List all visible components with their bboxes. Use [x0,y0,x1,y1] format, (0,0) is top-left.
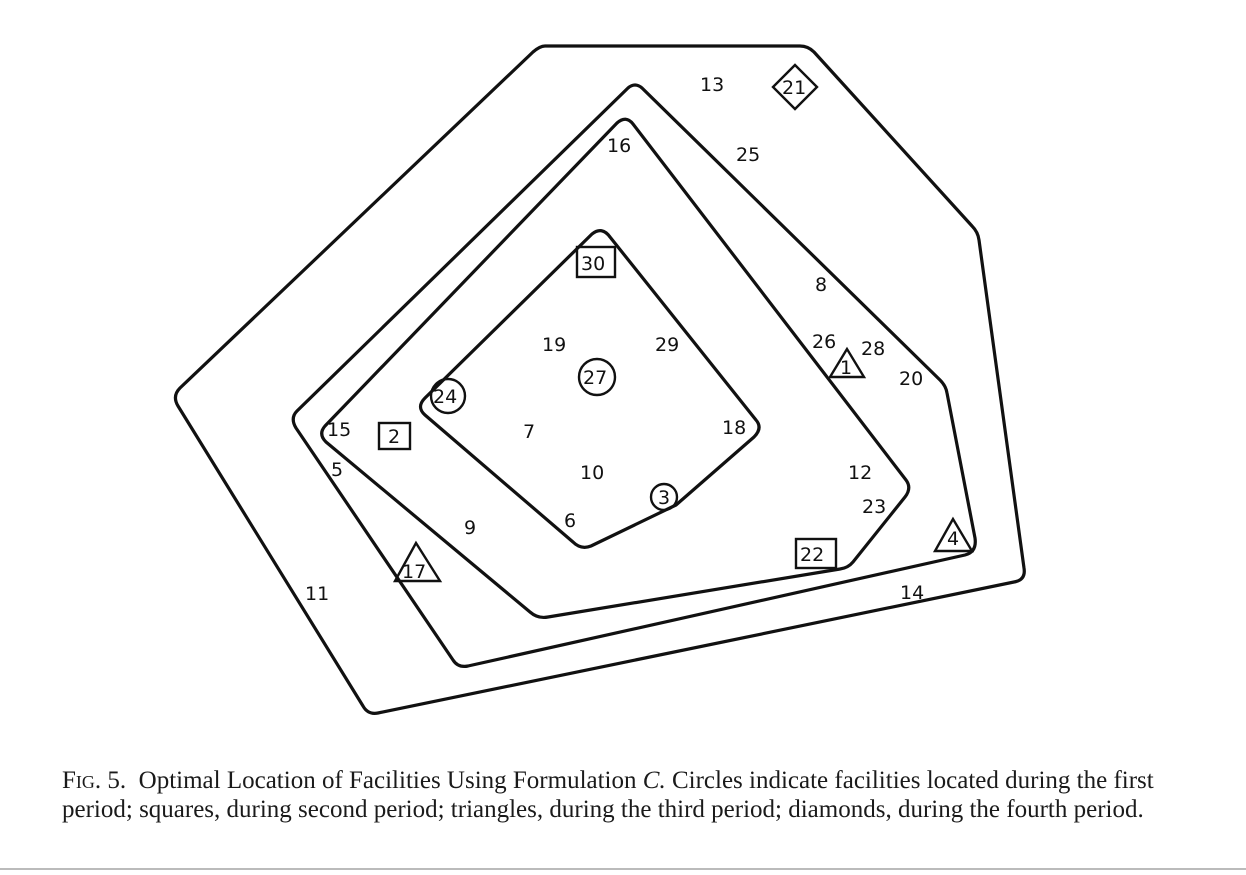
location-22: 22 [800,544,824,566]
location-30: 30 [581,253,605,275]
circle-marker-3 [649,482,679,512]
figure-caption: Fig. 5. Optimal Location of Facilities U… [62,766,1162,824]
location-18: 18 [722,417,746,439]
square-marker-2 [377,421,412,451]
diamond-marker-21 [771,63,819,111]
location-13: 13 [700,74,724,96]
caption-text-end: Circles indicate facilities located duri… [62,767,1154,823]
page-bottom-rule [0,868,1246,870]
third-region [320,117,911,620]
location-26: 26 [812,331,836,353]
location-10: 10 [580,462,604,484]
location-8: 8 [815,274,827,296]
location-24: 24 [433,386,457,408]
location-1: 1 [840,357,852,379]
circle-marker-27 [577,357,617,397]
formulation-name: C. [642,767,666,794]
figure-label: Fig. 5. [62,767,127,794]
location-4: 4 [947,528,959,550]
location-16: 16 [607,135,631,157]
triangle-marker-4 [932,516,975,553]
location-6: 6 [564,510,576,532]
location-20: 20 [899,368,923,390]
location-15: 15 [327,419,351,441]
square-marker-30 [575,245,617,279]
location-2: 2 [388,426,400,448]
location-3: 3 [658,487,670,509]
location-21: 21 [782,77,806,99]
location-29: 29 [655,334,679,356]
location-27: 27 [583,367,607,389]
location-5: 5 [331,459,343,481]
location-11: 11 [305,583,329,605]
circle-marker-24 [429,377,467,415]
location-12: 12 [848,462,872,484]
location-9: 9 [464,517,476,539]
triangle-marker-17 [392,540,443,583]
location-25: 25 [736,144,760,166]
location-14: 14 [900,582,924,604]
location-17: 17 [402,561,426,583]
location-19: 19 [542,334,566,356]
inner-region [418,229,761,549]
facility-location-figure: 13 21 25 16 30 8 19 29 26 28 1 20 27 24 … [173,44,1026,715]
triangle-marker-1 [827,346,867,379]
square-marker-22 [794,537,838,570]
location-28: 28 [861,338,885,360]
outer-region [173,44,1026,715]
location-23: 23 [862,496,886,518]
location-7: 7 [523,421,535,443]
caption-text-start: Optimal Location of Facilities Using For… [138,767,643,794]
